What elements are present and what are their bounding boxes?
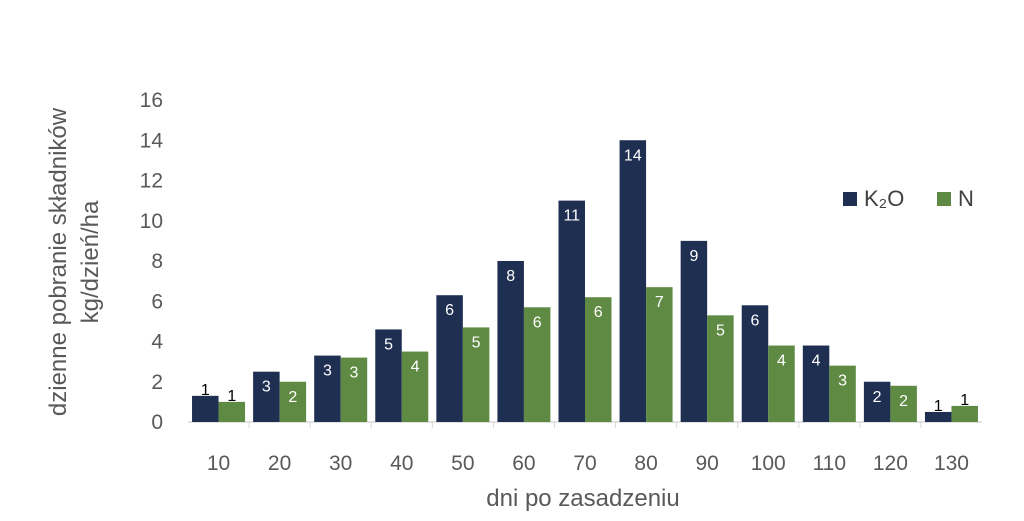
bar-n-130 [951,405,978,422]
x-axis-ticks: 10 20 30 40 50 60 70 80 90 100 110 120 130 [207,422,969,475]
data-label: 9 [689,248,698,265]
data-label: 3 [262,379,271,396]
bar-n-50 [462,327,490,422]
data-label: 1 [201,382,210,399]
x-tick-label: 40 [390,452,413,475]
data-label: 8 [506,268,515,285]
bar-k2o-70 [558,200,585,422]
data-label: 4 [812,353,821,370]
y-axis-ticks: 0 2 4 6 8 10 12 14 16 [140,89,164,434]
bar-n-100 [768,345,795,422]
legend-label-k2o: K₂O [864,186,904,211]
data-label: 5 [384,336,393,353]
data-label: 7 [655,294,664,311]
data-label: 4 [411,359,420,376]
bar-n-80 [646,287,673,422]
legend-swatch-k2o [843,192,857,206]
y-tick-label: 0 [151,411,163,434]
x-tick-label: 80 [634,452,657,475]
x-tick-label: 70 [573,452,596,475]
legend: K₂O N [843,186,974,211]
bar-k2o-30 [314,355,341,422]
y-axis-title-line-2: kg/dzień/ha [77,200,104,323]
y-tick-label: 2 [151,371,163,394]
y-tick-label: 16 [140,89,163,112]
data-label: 1 [960,392,969,409]
data-label: 2 [899,393,908,410]
bar-n-30 [340,357,368,422]
data-label: 4 [777,353,786,370]
x-axis-title: dni po zasadzeniu [486,485,679,512]
data-label: 2 [873,389,882,406]
bar-k2o-20 [253,371,280,422]
data-label: 5 [472,334,481,351]
y-tick-label: 6 [151,290,163,313]
data-label: 6 [445,302,454,319]
y-axis-title: dzienne pobranie składników kg/dzień/ha [45,107,104,416]
bar-n-60 [523,307,551,422]
legend-label-n: N [958,186,974,211]
y-tick-label: 12 [140,170,163,193]
data-label: 3 [838,373,847,390]
data-label: 6 [751,312,760,329]
y-axis-title-line-1: dzienne pobranie składników [45,107,72,416]
data-label: 6 [594,304,603,321]
bar-n-10 [218,401,246,422]
bar-n-40 [401,351,429,422]
bar-n-120 [890,385,917,422]
y-tick-label: 14 [140,129,164,152]
bar-k2o-100 [741,305,769,422]
x-tick-label: 50 [451,452,474,475]
x-tick-label: 110 [813,452,846,475]
data-label: 2 [288,389,297,406]
bar-n-70 [585,297,612,422]
bar-k2o-50 [436,295,463,422]
data-label: 5 [716,322,725,339]
data-label: 1 [227,388,236,405]
x-tick-label: 100 [751,452,786,475]
bar-n-110 [829,365,856,422]
bar-k2o-90 [680,240,708,422]
legend-swatch-n [937,192,951,206]
bar-k2o-120 [863,381,891,422]
y-tick-label: 10 [140,210,163,233]
bar-k2o-130 [924,411,952,422]
data-label: 3 [323,363,332,380]
bar-k2o-40 [375,329,402,422]
x-tick-label: 130 [934,452,969,475]
bar-k2o-10 [192,395,219,422]
x-tick-label: 120 [873,452,908,475]
bar-k2o-60 [497,261,524,422]
x-tick-label: 10 [207,452,230,475]
y-tick-label: 8 [151,250,163,273]
x-tick-label: 20 [268,452,291,475]
x-tick-label: 60 [512,452,535,475]
bar-k2o-110 [802,345,830,422]
data-label: 11 [563,208,580,225]
data-label: 1 [934,398,943,415]
bar-n-20 [279,381,307,422]
y-tick-label: 4 [151,331,163,354]
data-label: 3 [349,365,358,382]
data-label: 14 [624,147,642,164]
bar-k2o-80 [619,140,647,422]
x-tick-label: 30 [329,452,352,475]
x-tick-label: 90 [695,452,718,475]
data-label: 6 [533,314,542,331]
bar-n-90 [707,315,734,422]
